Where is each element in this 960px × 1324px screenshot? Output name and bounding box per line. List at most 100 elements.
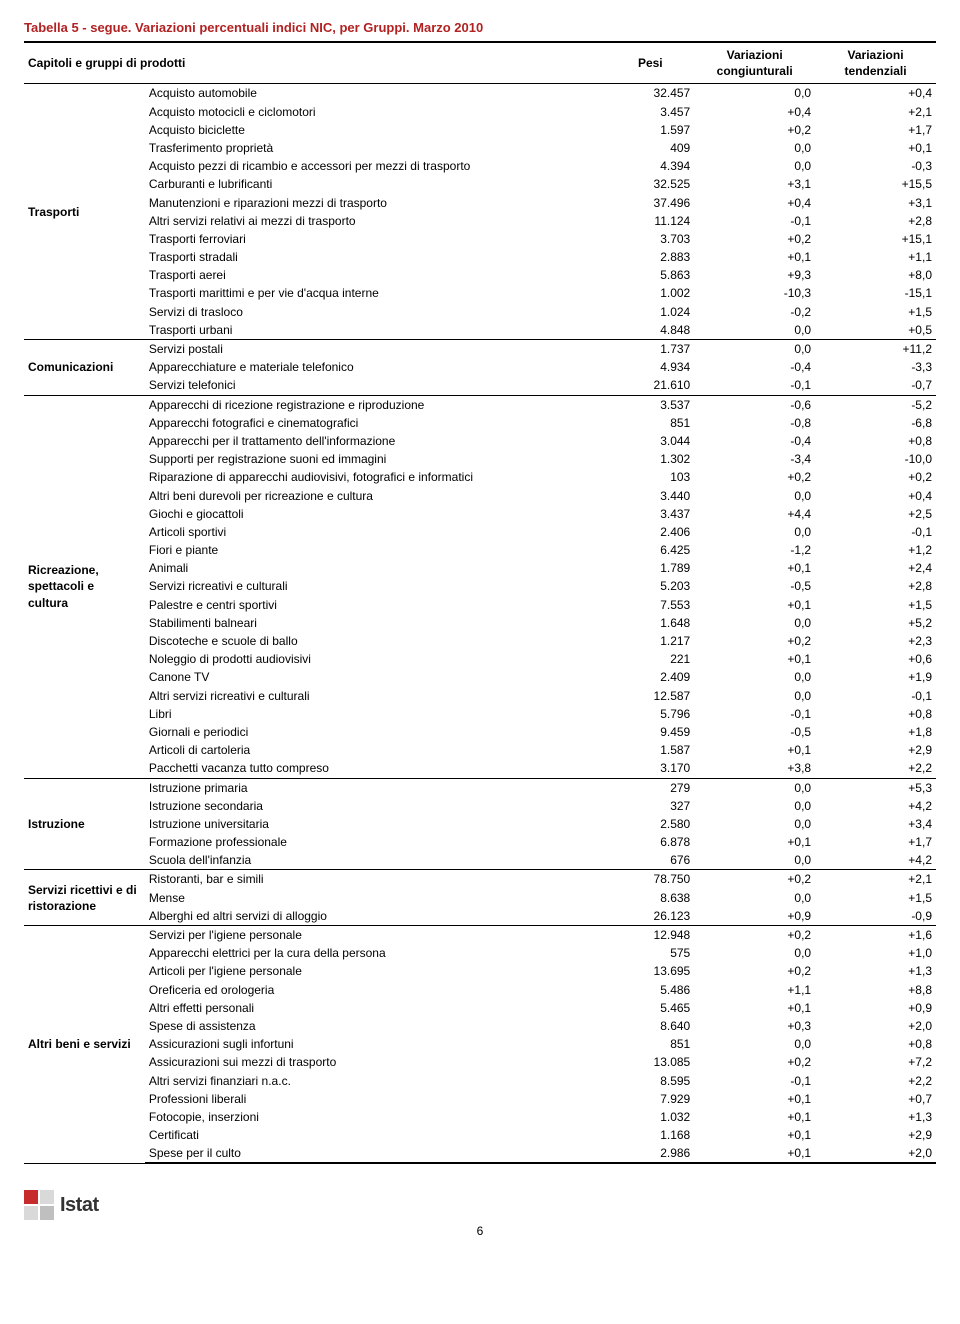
item-name: Trasporti ferroviari <box>145 230 606 248</box>
cell-value: +1,1 <box>694 981 815 999</box>
cell-value: -0,2 <box>694 303 815 321</box>
table-row: Trasporti marittimi e per vie d'acqua in… <box>24 284 936 302</box>
cell-value: +0,8 <box>815 705 936 723</box>
cell-value: 575 <box>606 944 694 962</box>
cell-value: 2.409 <box>606 668 694 686</box>
cell-value: +2,9 <box>815 1126 936 1144</box>
table-row: Fiori e piante6.425-1,2+1,2 <box>24 541 936 559</box>
cell-value: -0,4 <box>694 432 815 450</box>
cell-value: +3,8 <box>694 759 815 778</box>
item-name: Formazione professionale <box>145 833 606 851</box>
table-row: Altri servizi ricreativi e culturali12.5… <box>24 687 936 705</box>
item-name: Altri servizi relativi ai mezzi di trasp… <box>145 212 606 230</box>
cell-value: 8.595 <box>606 1072 694 1090</box>
table-row: Professioni liberali7.929+0,1+0,7 <box>24 1090 936 1108</box>
table-row: Alberghi ed altri servizi di alloggio26.… <box>24 907 936 926</box>
item-name: Apparecchi fotografici e cinematografici <box>145 414 606 432</box>
item-name: Trasporti aerei <box>145 266 606 284</box>
cell-value: +0,2 <box>694 870 815 889</box>
table-row: Scuola dell'infanzia6760,0+4,2 <box>24 851 936 870</box>
cell-value: +0,4 <box>815 487 936 505</box>
table-row: Trasferimento proprietà4090,0+0,1 <box>24 139 936 157</box>
table-row: Supporti per registrazione suoni ed imma… <box>24 450 936 468</box>
table-row: Giochi e giocattoli3.437+4,4+2,5 <box>24 505 936 523</box>
cell-value: -5,2 <box>815 395 936 414</box>
table-row: Altri effetti personali5.465+0,1+0,9 <box>24 999 936 1017</box>
cell-value: +9,3 <box>694 266 815 284</box>
cell-value: +0,4 <box>815 84 936 103</box>
cell-value: 21.610 <box>606 376 694 395</box>
item-name: Articoli per l'igiene personale <box>145 962 606 980</box>
table-row: Assicurazioni sugli infortuni8510,0+0,8 <box>24 1035 936 1053</box>
cell-value: +0,1 <box>694 1144 815 1163</box>
table-row: Canone TV2.4090,0+1,9 <box>24 668 936 686</box>
cell-value: -1,2 <box>694 541 815 559</box>
cell-value: +0,6 <box>815 650 936 668</box>
cell-value: 6.878 <box>606 833 694 851</box>
item-name: Giornali e periodici <box>145 723 606 741</box>
cell-value: -3,3 <box>815 358 936 376</box>
cell-value: 12.587 <box>606 687 694 705</box>
item-name: Acquisto biciclette <box>145 121 606 139</box>
cell-value: 8.640 <box>606 1017 694 1035</box>
cell-value: +2,2 <box>815 759 936 778</box>
cell-value: 1.737 <box>606 340 694 359</box>
item-name: Servizi di trasloco <box>145 303 606 321</box>
cell-value: +3,1 <box>815 194 936 212</box>
table-row: Fotocopie, inserzioni1.032+0,1+1,3 <box>24 1108 936 1126</box>
cell-value: +4,2 <box>815 851 936 870</box>
item-name: Altri servizi finanziari n.a.c. <box>145 1072 606 1090</box>
item-name: Apparecchi per il trattamento dell'infor… <box>145 432 606 450</box>
cell-value: +0,3 <box>694 1017 815 1035</box>
item-name: Acquisto motocicli e ciclomotori <box>145 103 606 121</box>
cell-value: -0,9 <box>815 907 936 926</box>
cell-value: +0,2 <box>694 962 815 980</box>
table-row: IstruzioneIstruzione primaria2790,0+5,3 <box>24 778 936 797</box>
table-row: Articoli sportivi2.4060,0-0,1 <box>24 523 936 541</box>
cell-value: 13.085 <box>606 1053 694 1071</box>
cell-value: +0,1 <box>694 1126 815 1144</box>
table-row: Articoli di cartoleria1.587+0,1+2,9 <box>24 741 936 759</box>
cell-value: +0,1 <box>694 248 815 266</box>
cell-value: 3.537 <box>606 395 694 414</box>
cell-value: +8,8 <box>815 981 936 999</box>
cell-value: 0,0 <box>694 668 815 686</box>
cell-value: 78.750 <box>606 870 694 889</box>
cell-value: +0,1 <box>694 1108 815 1126</box>
item-name: Istruzione universitaria <box>145 815 606 833</box>
cell-value: +0,2 <box>694 230 815 248</box>
item-name: Articoli sportivi <box>145 523 606 541</box>
table-row: TrasportiAcquisto automobile32.4570,0+0,… <box>24 84 936 103</box>
group-label: Altri beni e servizi <box>24 926 145 1164</box>
cell-value: +2,2 <box>815 1072 936 1090</box>
item-name: Trasferimento proprietà <box>145 139 606 157</box>
cell-value: +0,2 <box>694 468 815 486</box>
cell-value: 4.394 <box>606 157 694 175</box>
cell-value: 5.486 <box>606 981 694 999</box>
cell-value: 8.638 <box>606 889 694 907</box>
cell-value: 26.123 <box>606 907 694 926</box>
cell-value: +0,2 <box>694 926 815 945</box>
table-row: Pacchetti vacanza tutto compreso3.170+3,… <box>24 759 936 778</box>
cell-value: 5.465 <box>606 999 694 1017</box>
cell-value: 0,0 <box>694 139 815 157</box>
table-row: Servizi telefonici21.610-0,1-0,7 <box>24 376 936 395</box>
istat-logo: Istat <box>24 1190 99 1220</box>
cell-value: 1.789 <box>606 559 694 577</box>
cell-value: 1.024 <box>606 303 694 321</box>
item-name: Supporti per registrazione suoni ed imma… <box>145 450 606 468</box>
cell-value: +5,3 <box>815 778 936 797</box>
cell-value: 851 <box>606 414 694 432</box>
table-row: Trasporti ferroviari3.703+0,2+15,1 <box>24 230 936 248</box>
item-name: Altri beni durevoli per ricreazione e cu… <box>145 487 606 505</box>
cell-value: +11,2 <box>815 340 936 359</box>
cell-value: +1,7 <box>815 833 936 851</box>
table-row: Mense8.6380,0+1,5 <box>24 889 936 907</box>
cell-value: -0,4 <box>694 358 815 376</box>
table-row: Palestre e centri sportivi7.553+0,1+1,5 <box>24 596 936 614</box>
cell-value: +0,1 <box>694 833 815 851</box>
cell-value: 3.703 <box>606 230 694 248</box>
cell-value: +0,1 <box>815 139 936 157</box>
cell-value: +2,1 <box>815 870 936 889</box>
group-label: Ricreazione, spettacoli e cultura <box>24 395 145 778</box>
